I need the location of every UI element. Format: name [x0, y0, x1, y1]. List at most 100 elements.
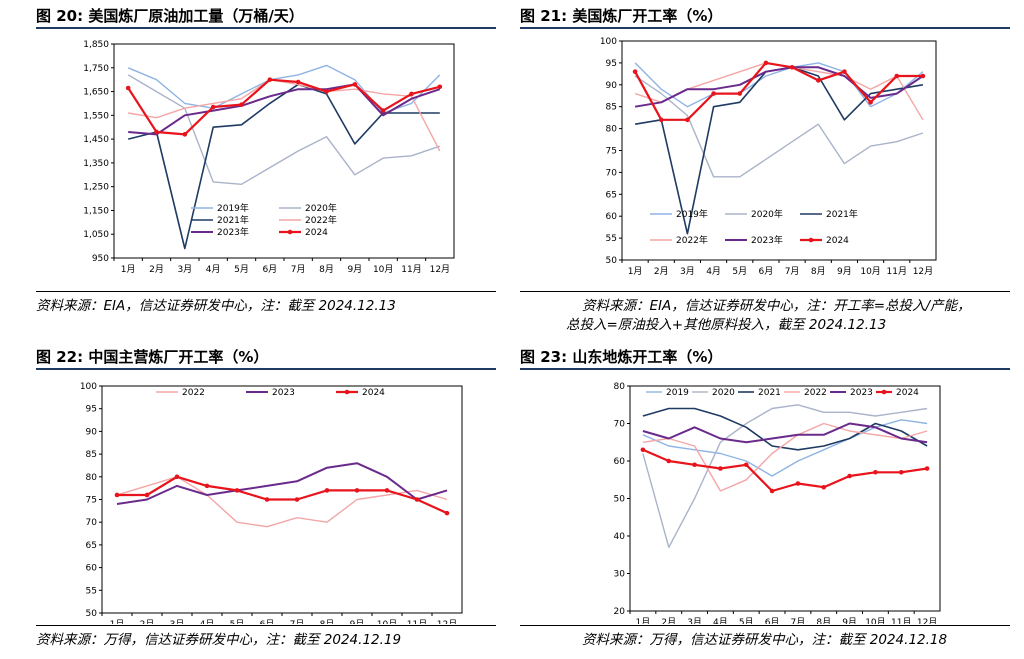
x-tick-label: 5月 — [739, 617, 754, 624]
x-tick-label: 6月 — [759, 266, 774, 277]
x-tick-label: 11月 — [887, 266, 907, 277]
y-tick-label: 1,050 — [83, 230, 109, 240]
title-divider — [36, 368, 496, 370]
series-point-2024 — [352, 82, 358, 87]
series-point-2024 — [898, 469, 904, 475]
y-tick-label: 75 — [606, 147, 617, 157]
series-line-2023 — [116, 462, 448, 505]
x-tick-label: 10月 — [373, 264, 393, 275]
series-line-2021 — [642, 407, 928, 451]
series-line-2022 — [642, 422, 928, 492]
series-point-2024 — [711, 91, 716, 96]
series-point-2024 — [924, 466, 930, 471]
legend-label-2024: 2024 — [896, 388, 919, 398]
series-point-2024 — [632, 69, 638, 74]
chart-us-refinery-utilization: 50 55 60 65 70 75 80 85 90 95 100 1月 2月 3月 4月 5月 6月 7月 8月 9… — [600, 37, 937, 277]
y-tick-label: 60 — [614, 457, 626, 467]
series-line-2023 — [128, 83, 441, 136]
x-tick-label: 8月 — [811, 266, 826, 277]
y-tick-label: 1,750 — [83, 64, 109, 74]
legend-label-2024: 2024 — [362, 388, 385, 398]
source-divider — [36, 625, 496, 626]
x-tick-label: 3月 — [170, 619, 185, 624]
x-tick-label: 2月 — [661, 617, 676, 624]
x-tick-label: 2月 — [140, 619, 155, 624]
y-tick-label: 50 — [606, 256, 618, 266]
source-note: 资料来源：EIA，信达证券研发中心，注：开工率=总投入/产能， — [582, 298, 971, 314]
x-tick-label: 3月 — [177, 264, 192, 275]
y-tick-label: 95 — [606, 59, 617, 69]
legend-label-2020: 2020年 — [751, 208, 783, 220]
x-tick-label: 3月 — [680, 266, 695, 277]
legend-label-2021: 2021年 — [217, 214, 249, 226]
x-tick-label: 11月 — [891, 617, 911, 624]
chart-title: 图 21: 美国炼厂开工率（%） — [520, 7, 723, 25]
chart-title: 图 20: 美国炼厂原油加工量（万桶/天） — [36, 7, 304, 25]
legend-label-2020: 2020 — [712, 388, 735, 398]
y-tick-label: 70 — [86, 518, 98, 528]
plot-frame — [629, 385, 941, 612]
x-tick-label: 11月 — [401, 264, 421, 275]
chart-title: 图 23: 山东地炼开工率（%） — [520, 348, 723, 366]
source-divider — [520, 625, 1010, 626]
y-tick-label: 100 — [600, 37, 617, 47]
legend-label-2023: 2023 — [850, 388, 873, 398]
title-divider — [520, 27, 1010, 29]
source-note: 资料来源：EIA，信达证券研发中心，注：截至 2024.12.13 — [36, 298, 396, 314]
legend-label-2022: 2022年 — [676, 234, 708, 246]
y-tick-label: 1,150 — [83, 206, 109, 216]
y-tick-label: 50 — [614, 495, 626, 505]
x-tick-label: 10月 — [377, 619, 397, 624]
x-tick-label: 9月 — [842, 617, 857, 624]
y-tick-label: 1,550 — [83, 111, 109, 121]
series-line-2022 — [116, 476, 448, 528]
series-point-2024 — [294, 497, 300, 502]
series-point-2024 — [384, 488, 390, 493]
series-point-2024 — [692, 462, 697, 468]
series-point-2024 — [842, 69, 847, 74]
y-tick-label: 1,650 — [83, 88, 109, 98]
series-point-2024 — [815, 78, 821, 83]
chart-title: 图 22: 中国主营炼厂开工率（%） — [36, 348, 269, 366]
y-tick-label: 1,450 — [83, 135, 109, 145]
series-point-2024 — [380, 108, 386, 113]
x-tick-label: 4月 — [206, 264, 221, 275]
series-line-2019 — [634, 62, 924, 108]
x-tick-label: 10月 — [865, 617, 885, 624]
y-tick-label: 30 — [614, 570, 626, 580]
series-point-2024 — [437, 84, 443, 90]
y-tick-label: 55 — [606, 234, 617, 244]
legend-label-2019: 2019 — [666, 388, 689, 398]
series-point-2024 — [324, 89, 329, 94]
series-line-2020 — [642, 404, 928, 549]
y-tick-label: 95 — [86, 405, 97, 415]
series-point-2024 — [718, 466, 723, 471]
series-point-2024 — [267, 77, 273, 82]
series-line-2022 — [128, 79, 441, 152]
x-tick-label: 10月 — [860, 266, 880, 277]
series-line-2024 — [642, 448, 928, 493]
series-point-2024 — [234, 488, 240, 493]
series-point-2024 — [182, 132, 188, 137]
plot-frame — [113, 43, 455, 259]
x-tick-label: 1月 — [636, 617, 651, 624]
series-point-2024 — [868, 100, 873, 105]
series-point-2024 — [144, 492, 150, 498]
series-line-2024 — [634, 61, 923, 121]
x-tick-label: 12月 — [430, 264, 450, 275]
series-point-2024 — [414, 497, 420, 502]
series-point-2024 — [114, 492, 120, 498]
x-tick-label: 8月 — [320, 619, 335, 624]
legend-marker-2024 — [881, 389, 887, 395]
source-note-continued: 总投入=原油投入+其他原料投入，截至 2024.12.13 — [566, 317, 887, 333]
series-point-2024 — [324, 488, 330, 493]
series-point-2024 — [658, 117, 664, 123]
series-point-2024 — [821, 484, 827, 490]
y-tick-label: 60 — [86, 564, 98, 574]
x-tick-label: 9月 — [837, 266, 852, 277]
y-tick-label: 75 — [86, 496, 97, 506]
series-line-2020 — [127, 74, 441, 186]
legend-label-2023: 2023 — [272, 388, 295, 398]
x-tick-label: 6月 — [765, 617, 780, 624]
y-tick-label: 60 — [606, 212, 618, 222]
